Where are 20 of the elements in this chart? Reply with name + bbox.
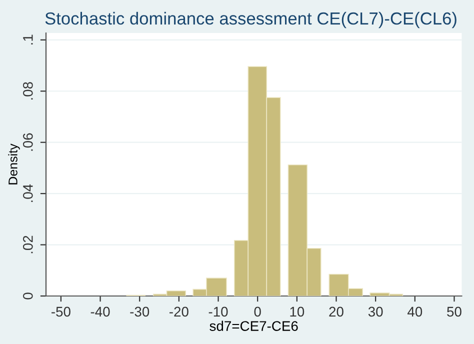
x-tick-label: 30 [368, 306, 383, 317]
y-tick-label: 0 [23, 292, 33, 300]
x-tick-label: 50 [447, 306, 462, 317]
x-tick-label: 10 [290, 306, 304, 317]
y-tick-label: .02 [23, 236, 33, 254]
y-tick-label: .04 [23, 184, 33, 202]
y-tick-label: .08 [23, 82, 33, 100]
x-tick-label: 40 [407, 306, 422, 317]
x-tick-label: -20 [170, 306, 188, 317]
y-tick-label: .06 [23, 133, 33, 151]
y-tick-label: .1 [23, 34, 33, 44]
x-tick-label: -50 [52, 306, 70, 317]
x-tick-label: -30 [130, 306, 150, 317]
x-axis-title: sd7=CE7-CE6 [210, 320, 298, 331]
x-tick-label: 0 [254, 306, 261, 317]
x-tick-label: 20 [329, 306, 344, 317]
y-axis-title: Density [8, 144, 20, 184]
x-tick-label: -10 [208, 306, 228, 317]
x-tick-label: -40 [90, 306, 110, 317]
chart-title: Stochastic dominance assessment CE(CL7)-CE(CL6) [45, 12, 456, 28]
